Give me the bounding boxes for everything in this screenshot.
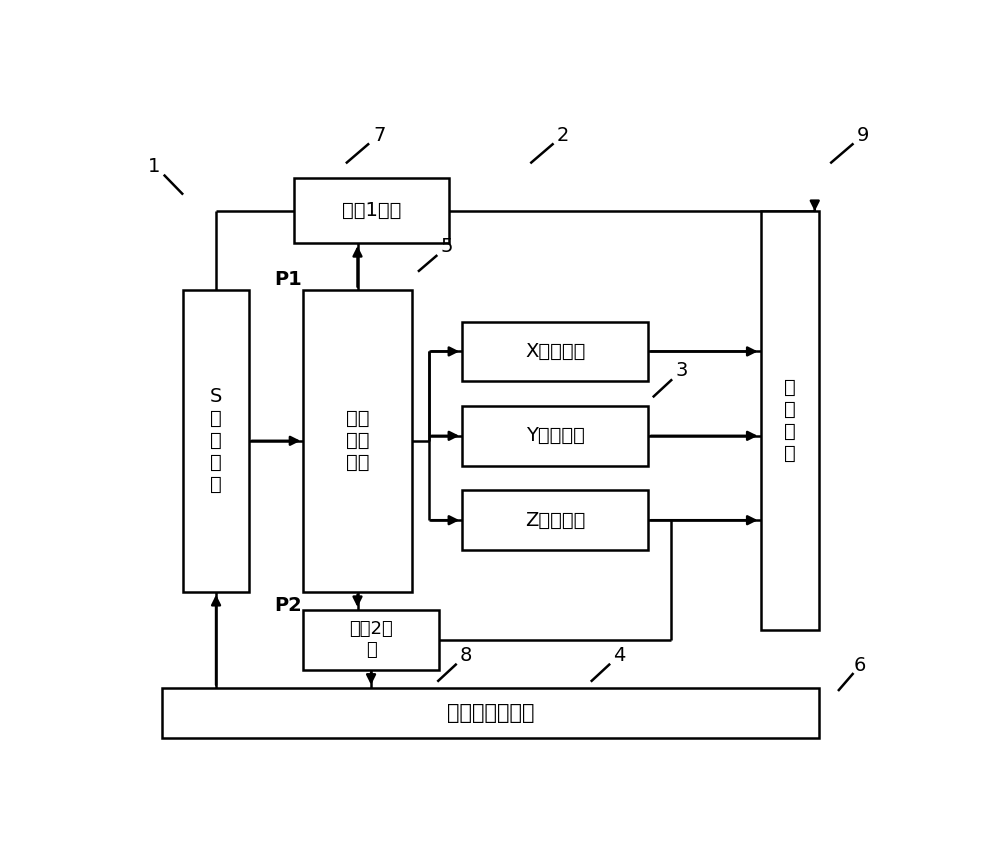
Text: 3: 3 xyxy=(675,362,688,381)
Text: S
磁
传
感
器: S 磁 传 感 器 xyxy=(210,387,222,494)
Bar xyxy=(462,322,648,381)
Text: 9: 9 xyxy=(857,126,869,145)
Text: 开关2模
块: 开关2模 块 xyxy=(349,620,393,659)
Text: 5: 5 xyxy=(440,237,453,256)
Text: 2: 2 xyxy=(557,126,569,145)
Bar xyxy=(183,290,249,592)
Text: 4: 4 xyxy=(613,646,626,665)
Bar xyxy=(303,290,412,592)
Bar xyxy=(303,610,439,670)
Text: 输
出
控
制: 输 出 控 制 xyxy=(784,378,795,463)
Bar xyxy=(162,688,819,738)
Text: Y磁传感器: Y磁传感器 xyxy=(526,426,585,445)
Bar xyxy=(462,490,648,550)
Bar xyxy=(761,211,819,630)
Text: 7: 7 xyxy=(373,126,385,145)
Text: 置位、复位模块: 置位、复位模块 xyxy=(447,702,535,722)
Text: 残差
估计
模块: 残差 估计 模块 xyxy=(346,409,369,472)
Text: 1: 1 xyxy=(148,156,161,175)
Text: P1: P1 xyxy=(274,270,302,289)
Text: X磁传感器: X磁传感器 xyxy=(525,342,585,361)
Bar xyxy=(294,178,449,243)
Text: 8: 8 xyxy=(460,646,472,665)
Text: 6: 6 xyxy=(854,656,866,675)
Text: 开关1模块: 开关1模块 xyxy=(342,201,401,220)
Text: Z磁传感器: Z磁传感器 xyxy=(525,511,585,530)
Bar xyxy=(462,406,648,466)
Text: P2: P2 xyxy=(274,595,302,614)
